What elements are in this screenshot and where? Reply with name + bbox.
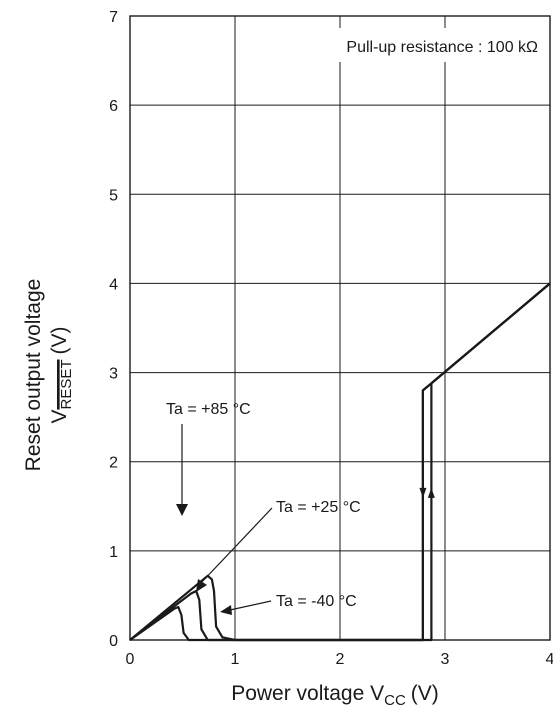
y-tick-label-7: 7	[109, 9, 118, 26]
series-line-1	[129, 282, 551, 642]
annotation-ta-m40-leader	[229, 600, 272, 611]
y-axis-symbol-unit: (V)	[48, 326, 71, 354]
y-tick-label-1: 1	[109, 544, 118, 561]
condition-label-bg	[268, 28, 544, 62]
y-tick-label-2: 2	[109, 455, 118, 472]
y-axis-title-symbol: VRESET (V)	[48, 326, 75, 423]
y-tick-label-4: 4	[109, 276, 118, 293]
y-tick-label-6: 6	[109, 98, 118, 115]
annotation-ta-85-text: Ta = +85 °C	[166, 401, 251, 418]
x-tick-labels: 0 1 2 3 4	[126, 651, 553, 668]
annotation-ta-25-leader	[199, 507, 273, 585]
y-tick-label-5: 5	[109, 187, 118, 204]
y-axis-symbol-main: V	[48, 410, 71, 424]
x-tick-label-4: 4	[546, 651, 553, 668]
series-line-2	[129, 282, 551, 642]
y-tick-labels: 0 1 2 3 4 5 6 7	[109, 9, 118, 650]
y-tick-label-3: 3	[109, 366, 118, 383]
annotation-ta-m40: Ta = -40 °C	[220, 593, 357, 615]
hysteresis-arrows	[419, 487, 435, 498]
y-axis-symbol-sub: RESET	[58, 359, 75, 409]
y-axis-title: Reset output voltage	[22, 279, 45, 472]
x-tick-label-1: 1	[231, 651, 240, 668]
y-tick-label-0: 0	[109, 633, 118, 650]
hysteresis-arrow-down	[419, 487, 427, 498]
annotation-ta-m40-text: Ta = -40 °C	[276, 593, 357, 610]
x-tick-label-3: 3	[441, 651, 450, 668]
x-axis-title-main: Power voltage V	[231, 682, 384, 705]
annotation-ta-25: Ta = +25 °C	[196, 499, 361, 592]
x-tick-label-2: 2	[336, 651, 345, 668]
annotation-ta-m40-arrowhead	[220, 605, 232, 615]
annotation-ta-25-text: Ta = +25 °C	[276, 499, 361, 516]
grid-lines	[130, 16, 550, 640]
condition-label: Pull-up resistance : 100 kΩ	[346, 39, 538, 56]
x-tick-label-0: 0	[126, 651, 135, 668]
hysteresis-arrow-up	[427, 487, 435, 498]
annotation-ta-85-arrowhead	[176, 504, 188, 516]
x-axis-title: Power voltage VCC (V)	[231, 682, 439, 709]
x-axis-title-unit: (V)	[411, 682, 439, 705]
annotation-ta-85: Ta = +85 °C	[166, 401, 251, 516]
x-axis-title-sub: CC	[384, 692, 406, 709]
annotation-ta-25-arrowhead	[196, 579, 207, 592]
series-curves	[129, 282, 551, 642]
